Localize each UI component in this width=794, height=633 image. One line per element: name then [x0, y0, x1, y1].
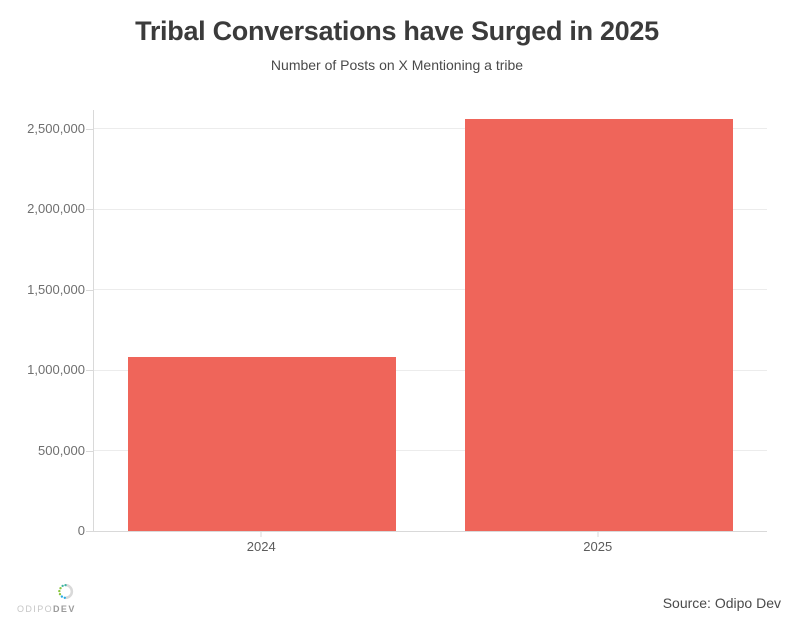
- chart-title: Tribal Conversations have Surged in 2025: [135, 16, 659, 46]
- gridline: [94, 450, 767, 451]
- gridline: [94, 128, 767, 129]
- y-tick-mark: [86, 209, 93, 210]
- bar-2024: [128, 357, 397, 531]
- x-tick-mark: [260, 532, 262, 537]
- y-tick-label: 2,500,000: [27, 120, 85, 136]
- bar-2025: [464, 118, 733, 531]
- gridline: [94, 208, 767, 210]
- logo-text-bold: DEV: [53, 604, 76, 614]
- gridline: [94, 289, 767, 290]
- y-tick-mark: [86, 531, 93, 532]
- y-tick-label: 500,000: [38, 442, 85, 458]
- y-tick-mark: [86, 450, 93, 452]
- x-tick-label-2025: 2025: [583, 539, 613, 554]
- y-tick-label: 1,500,000: [27, 281, 85, 297]
- y-tick-label: 1,000,000: [27, 362, 85, 377]
- logo-text: ODIPODEV: [17, 604, 76, 614]
- y-tick-label: 0: [77, 523, 85, 538]
- logo-text-light: ODIPO: [17, 604, 54, 614]
- source-label: Source: Odipo Dev: [662, 595, 781, 611]
- gridline: [94, 369, 767, 371]
- y-tick-label: 2,000,000: [27, 201, 85, 216]
- logo: ODIPODEV: [17, 582, 97, 616]
- y-tick-mark: [86, 370, 93, 371]
- y-tick-mark: [86, 128, 93, 130]
- odipodev-logo-icon: [58, 583, 74, 600]
- y-tick-mark: [86, 289, 93, 291]
- plot-area: [93, 110, 767, 532]
- x-tick-label-2024: 2024: [246, 539, 276, 554]
- chart-subtitle: Number of Posts on X Mentioning a tribe: [270, 57, 524, 73]
- x-tick-mark: [597, 532, 599, 537]
